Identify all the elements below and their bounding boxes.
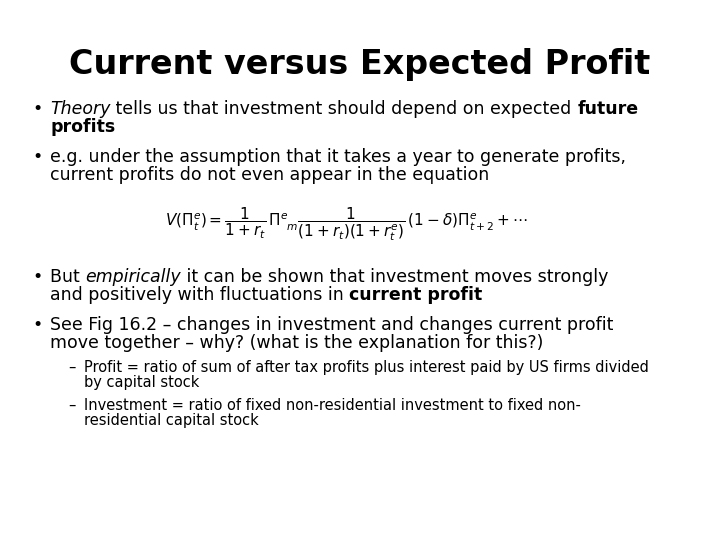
Text: •: • bbox=[32, 148, 42, 166]
Text: See Fig 16.2 – changes in investment and changes current profit: See Fig 16.2 – changes in investment and… bbox=[50, 316, 613, 334]
Text: empirically: empirically bbox=[85, 268, 181, 286]
Text: But: But bbox=[50, 268, 85, 286]
Text: –: – bbox=[68, 360, 76, 375]
Text: profits: profits bbox=[50, 118, 115, 136]
Text: current profits do not even appear in the equation: current profits do not even appear in th… bbox=[50, 166, 490, 184]
Text: move together – why? (what is the explanation for this?): move together – why? (what is the explan… bbox=[50, 334, 544, 352]
Text: and positively with fluctuations in: and positively with fluctuations in bbox=[50, 286, 349, 304]
Text: future: future bbox=[577, 100, 638, 118]
Text: Profit = ratio of sum of after tax profits plus interest paid by US firms divide: Profit = ratio of sum of after tax profi… bbox=[84, 360, 649, 375]
Text: Investment = ratio of fixed non-residential investment to fixed non-: Investment = ratio of fixed non-resident… bbox=[84, 398, 581, 413]
Text: $V(\Pi^{e}_{t}) = \dfrac{1}{1+r_{t}}\,\Pi^{e}_{\ \ m}\dfrac{1}{(1+r_{t})(1+r^{e}: $V(\Pi^{e}_{t}) = \dfrac{1}{1+r_{t}}\,\P… bbox=[165, 205, 528, 243]
Text: residential capital stock: residential capital stock bbox=[84, 413, 258, 428]
Text: current profit: current profit bbox=[349, 286, 482, 304]
Text: •: • bbox=[32, 316, 42, 334]
Text: –: – bbox=[68, 398, 76, 413]
Text: Theory: Theory bbox=[50, 100, 110, 118]
Text: e.g. under the assumption that it takes a year to generate profits,: e.g. under the assumption that it takes … bbox=[50, 148, 626, 166]
Text: tells us that investment should depend on expected: tells us that investment should depend o… bbox=[110, 100, 577, 118]
Text: •: • bbox=[32, 100, 42, 118]
Text: •: • bbox=[32, 268, 42, 286]
Text: by capital stock: by capital stock bbox=[84, 375, 199, 390]
Text: Current versus Expected Profit: Current versus Expected Profit bbox=[69, 48, 651, 81]
Text: it can be shown that investment moves strongly: it can be shown that investment moves st… bbox=[181, 268, 608, 286]
